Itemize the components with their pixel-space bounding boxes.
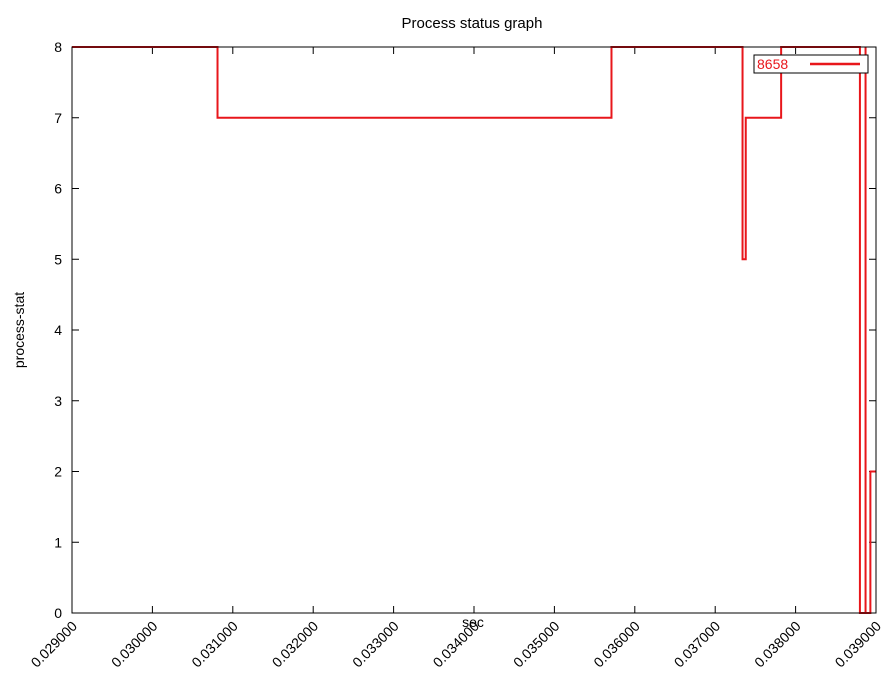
- y-tick-label-4: 4: [54, 322, 62, 338]
- y-tick-label-1: 1: [54, 534, 62, 550]
- y-tick-label-7: 7: [54, 110, 62, 126]
- y-axis-label: process-stat: [11, 292, 27, 368]
- plot-frame: [71, 46, 877, 614]
- y-tick-label-6: 6: [54, 181, 62, 197]
- y-axis-label-group: process-stat: [11, 292, 27, 368]
- y-tick-label-2: 2: [54, 464, 62, 480]
- legend-label: 8658: [757, 56, 788, 72]
- y-tick-label-3: 3: [54, 393, 62, 409]
- y-tick-label-5: 5: [54, 251, 62, 267]
- x-axis-label: sec: [462, 614, 484, 630]
- legend: 8658: [753, 54, 869, 74]
- y-tick-label-8: 8: [54, 39, 62, 55]
- chart-title: Process status graph: [402, 15, 543, 32]
- y-tick-label-0: 0: [54, 605, 62, 621]
